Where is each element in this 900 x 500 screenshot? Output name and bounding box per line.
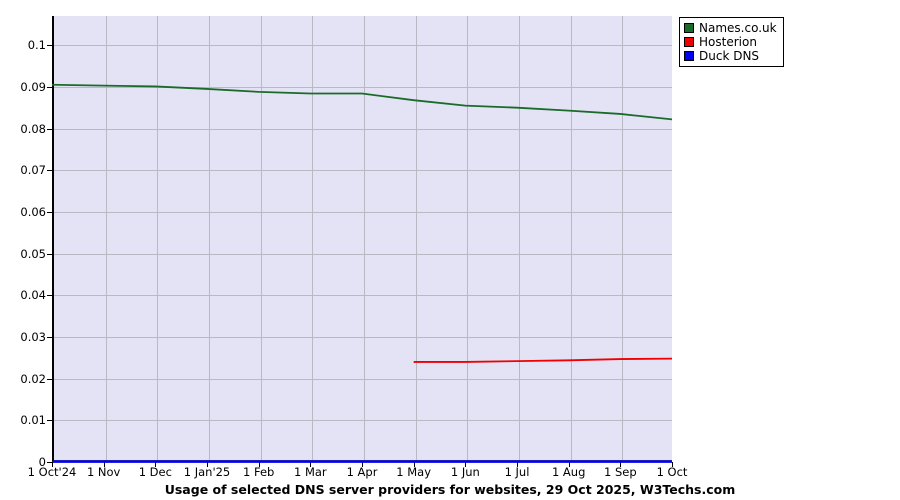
gridline-vertical: [467, 16, 469, 460]
y-tick-mark: [47, 295, 53, 297]
x-tick-mark: [362, 462, 363, 467]
x-tick-mark: [620, 462, 622, 467]
legend-swatch-icon: [684, 23, 694, 33]
x-tick-label: 1 Jul: [504, 465, 530, 479]
gridline-horizontal: [54, 295, 672, 297]
y-tick-label: 0.07: [20, 163, 46, 178]
y-tick-mark: [47, 170, 53, 172]
plot-area: [52, 16, 672, 462]
x-tick-mark: [310, 462, 312, 467]
gridline-horizontal: [54, 86, 672, 88]
gridline-vertical: [157, 16, 159, 460]
y-tick-mark: [47, 253, 53, 255]
gridline-horizontal: [54, 253, 672, 255]
gridline-horizontal: [54, 378, 672, 380]
x-tick-label: 1 Jan'25: [183, 465, 231, 479]
gridline-vertical: [570, 16, 572, 460]
legend-swatch-icon: [684, 37, 694, 47]
gridline-vertical: [105, 16, 107, 460]
legend-item-label: Names.co.uk: [699, 21, 777, 35]
y-tick-label: 0.08: [20, 121, 46, 136]
y-tick-mark: [47, 128, 53, 130]
y-tick-label: 0.03: [20, 329, 46, 344]
y-tick-label: 0.09: [20, 79, 46, 94]
legend-swatch-icon: [684, 51, 694, 61]
y-tick-mark: [47, 378, 53, 380]
y-tick-mark: [47, 420, 53, 422]
y-tick-label: 0.01: [20, 413, 46, 428]
gridline-horizontal: [54, 420, 672, 422]
x-tick-label: 1 Dec: [138, 465, 172, 479]
gridline-horizontal: [54, 170, 672, 172]
legend-item-label: Hosterion: [699, 35, 757, 49]
x-tick-label: 1 Aug: [551, 465, 586, 479]
y-tick-mark: [47, 462, 53, 463]
legend-item-hosterion[interactable]: Hosterion: [684, 35, 777, 49]
x-tick-label: 1 Sep: [604, 465, 637, 479]
y-axis: 0 0.01 0.02 0.03 0.04 0.05 0.06 0.07 0.08 0.09 0.1: [0, 0, 46, 500]
x-tick-mark: [672, 462, 673, 467]
x-tick-label: 1 Nov: [86, 465, 121, 479]
gridline-vertical: [260, 16, 262, 460]
chart-caption: Usage of selected DNS server providers f…: [164, 482, 736, 497]
gridline-vertical: [622, 16, 624, 460]
x-tick-label: 1 Mar: [293, 465, 327, 479]
y-tick-label: 0.05: [20, 246, 46, 261]
y-tick-mark: [47, 211, 53, 213]
gridline-vertical: [519, 16, 520, 460]
legend-item-label: Duck DNS: [699, 49, 760, 63]
x-tick-label: 1 Apr: [346, 465, 378, 479]
y-tick-label: 0.04: [20, 288, 46, 303]
gridline-vertical: [415, 16, 417, 460]
y-tick-label: 0.1: [27, 38, 46, 53]
gridline-horizontal: [54, 45, 672, 47]
y-tick-mark: [47, 45, 53, 47]
y-tick-label: 0.02: [20, 371, 46, 386]
y-tick-mark: [47, 86, 53, 88]
x-tick-label: 1 Oct: [656, 465, 688, 479]
x-tick-mark: [155, 462, 157, 467]
gridline-vertical: [364, 16, 365, 460]
y-tick-label: 0.06: [20, 204, 46, 219]
x-tick-mark: [465, 462, 467, 467]
gridline-vertical: [209, 16, 210, 460]
x-tick-label: 1 Feb: [242, 465, 275, 479]
y-tick-label: 0: [38, 455, 46, 469]
y-tick-mark: [47, 336, 53, 338]
legend: Names.co.uk Hosterion Duck DNS: [679, 17, 784, 67]
gridline-horizontal: [54, 211, 672, 213]
x-tick-mark: [258, 462, 260, 467]
x-tick-mark: [568, 462, 570, 467]
x-tick-mark: [413, 462, 415, 467]
x-tick-mark: [103, 462, 105, 467]
gridline-horizontal: [54, 128, 672, 130]
x-tick-mark: [207, 462, 208, 467]
gridline-horizontal: [54, 336, 672, 338]
x-tick-mark: [517, 462, 518, 467]
legend-item-duck-dns[interactable]: Duck DNS: [684, 49, 777, 63]
x-tick-label: 1 Oct'24: [27, 465, 77, 479]
x-tick-mark: [52, 462, 53, 467]
gridline-vertical: [312, 16, 314, 460]
x-tick-label: 1 Jun: [450, 465, 480, 479]
legend-item-names-co-uk[interactable]: Names.co.uk: [684, 21, 777, 35]
x-tick-label: 1 May: [396, 465, 432, 479]
